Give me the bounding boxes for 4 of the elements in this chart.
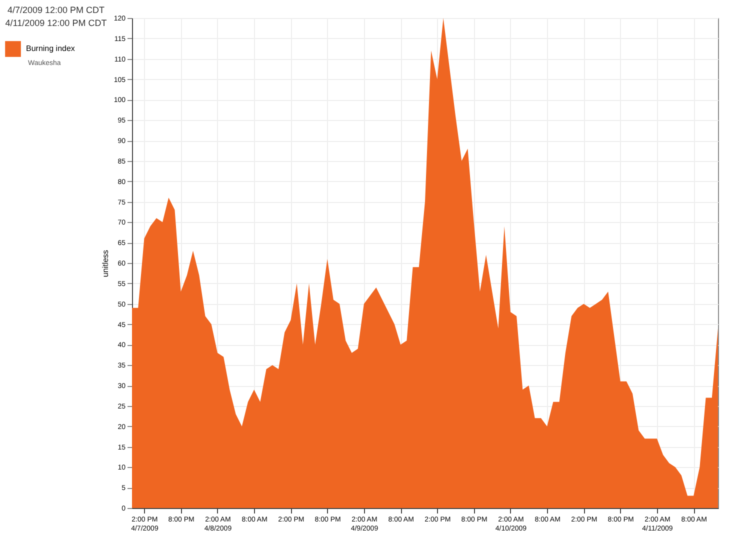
text: 4/11/2009 12:00 PM CDT [4,17,108,30]
text: 4/7/2009 12:00 PM CDT [6,4,106,17]
legend-label: Burning index [26,44,75,53]
y-axis-title: unitless [100,250,110,278]
